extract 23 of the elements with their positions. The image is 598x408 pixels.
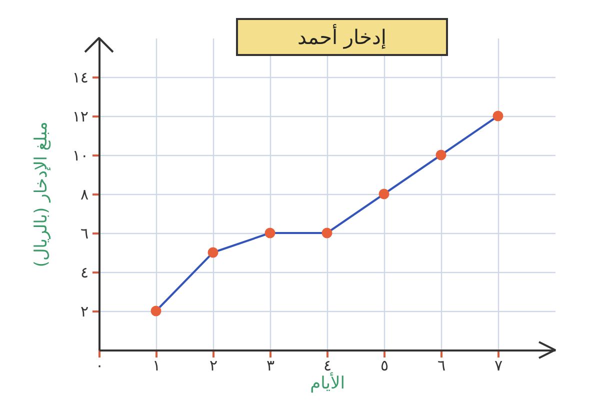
x-tick-label: ٧ [494,356,503,374]
x-axis-title: الأيام [310,372,345,394]
point [492,110,504,122]
x-tick-label: ٠ [95,356,104,374]
x-tick-label: ٦ [437,356,446,374]
y-tick-label: ١٢ [72,108,88,126]
y-tick-label: ٢ [80,302,88,320]
point [322,228,332,238]
point [436,150,446,160]
point [378,188,390,200]
y-axis-title: مبلغ الإدخار (بالريال) [31,122,52,268]
point [208,247,218,258]
x-tick-label: ٥ [380,356,389,374]
x-tick-label: ٣ [266,356,275,374]
y-tick-label: ٨ [80,186,88,204]
point [150,306,162,316]
y-tick-label: ٦ [80,224,88,242]
y-tick-label: ١٠ [72,146,88,164]
y-tick-label: ١٤ [72,68,88,86]
y-tick-label: ٤ [80,264,88,282]
point [264,228,276,238]
x-tick-label: ٢ [209,356,218,374]
x-tick-label: ١ [152,356,161,374]
